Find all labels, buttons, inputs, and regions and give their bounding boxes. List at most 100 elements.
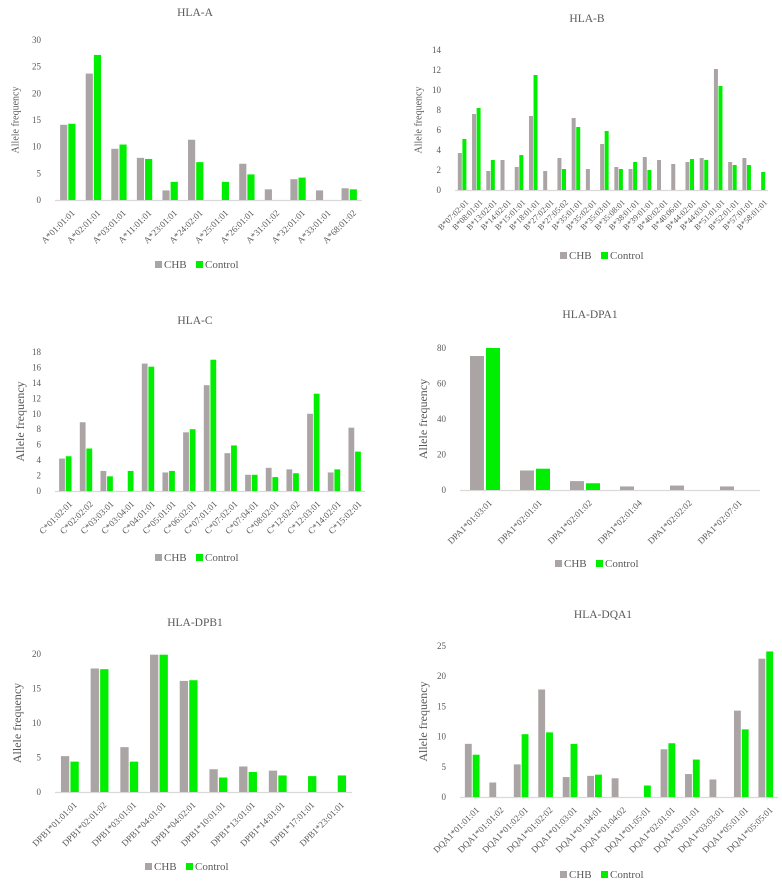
x-tick-label: DPA1*02:02:02: [646, 498, 694, 546]
bar-chb: [268, 770, 278, 792]
y-tick-label: 5: [37, 168, 42, 178]
legend: CHB Control: [560, 250, 644, 262]
bar-chb: [348, 427, 355, 491]
bar-chb: [315, 190, 324, 200]
y-tick-label: 5: [37, 753, 42, 763]
bar-chb: [713, 69, 718, 190]
y-tick-label: 60: [437, 379, 447, 389]
legend-label: Control: [195, 861, 229, 873]
y-tick-label: 10: [32, 142, 42, 152]
bar-chb: [562, 777, 570, 797]
bar-control: [604, 131, 609, 190]
legend-swatch-control: [601, 871, 608, 878]
y-tick-label: 2: [437, 165, 442, 175]
bar-control: [766, 651, 774, 797]
y-tick-label: 16: [32, 362, 42, 372]
bar-control: [519, 155, 524, 190]
legend: CHB Control: [155, 259, 239, 271]
bar-control: [355, 451, 361, 491]
bar-control: [618, 169, 623, 190]
legend: CHB Control: [145, 861, 229, 873]
y-axis-label: Allele frequency: [10, 87, 21, 154]
bar-chb: [239, 766, 248, 792]
y-tick-label: 4: [437, 145, 442, 155]
legend-swatch-control: [196, 261, 203, 268]
x-tick-label: DPA1*02:01:04: [596, 498, 645, 547]
bar-chb: [60, 756, 70, 792]
bar-control: [221, 181, 229, 200]
y-tick-label: 0: [37, 787, 42, 797]
y-tick-label: 2: [37, 471, 42, 481]
legend-swatch-chb: [145, 863, 152, 870]
bar-chb: [671, 164, 676, 190]
bar-control: [70, 761, 79, 792]
bar-control: [586, 483, 600, 490]
y-tick-label: 10: [32, 718, 42, 728]
bar-control: [732, 165, 737, 190]
bar-control: [633, 162, 638, 190]
bar-control: [272, 477, 279, 491]
x-tick-label: DPA1*01:03:01: [446, 498, 494, 546]
bar-chb: [557, 158, 562, 190]
bar-control: [159, 654, 168, 792]
legend-label: CHB: [154, 861, 177, 873]
bar-control: [100, 669, 109, 792]
bar-control: [337, 775, 347, 792]
chart-title: HLA-DPB1: [167, 617, 223, 629]
bar-control: [521, 734, 529, 797]
bar-chb: [464, 743, 472, 797]
bar-chb: [136, 157, 145, 200]
bar-chb: [585, 169, 590, 190]
bar-control: [692, 759, 700, 797]
y-tick-label: 0: [442, 485, 447, 495]
bar-chb: [489, 782, 497, 797]
y-tick-label: 14: [432, 45, 442, 55]
y-tick-label: 18: [32, 347, 42, 357]
bar-chb: [150, 654, 159, 792]
y-tick-label: 30: [32, 35, 42, 45]
x-tick-label: DPA1*02:01:01: [496, 498, 544, 546]
bar-control: [704, 160, 709, 190]
bar-chb: [341, 188, 349, 200]
bar-control: [145, 158, 153, 200]
bar-control: [576, 127, 581, 190]
bar-chb: [670, 485, 684, 490]
bar-chb: [179, 680, 189, 792]
bar-control: [349, 189, 357, 200]
bar-control: [462, 139, 467, 190]
bar-chb: [720, 486, 734, 490]
legend-swatch-chb: [560, 871, 567, 878]
y-axis-label: Allele frequency: [416, 379, 430, 459]
bar-chb: [500, 160, 505, 190]
bar-chb: [290, 179, 298, 200]
legend-label: Control: [610, 250, 644, 262]
y-tick-label: 12: [32, 393, 41, 403]
bar-chb: [209, 769, 218, 792]
y-tick-label: 80: [437, 343, 447, 353]
bar-control: [129, 761, 139, 792]
bar-chb: [514, 167, 519, 190]
bar-chb: [90, 668, 99, 792]
bar-control: [595, 774, 602, 797]
bar-control: [570, 743, 578, 797]
bar-control: [472, 754, 480, 797]
y-tick-label: 20: [32, 649, 42, 659]
chart-title: HLA-B: [569, 13, 604, 25]
chart-hla-dpa1: HLA-DPA1 0 20 40 60 80 Allele frequency DPA1*01…: [416, 309, 760, 570]
bar-chb: [728, 162, 733, 190]
y-tick-label: 25: [437, 641, 447, 651]
bar-chb: [486, 171, 491, 190]
legend-label: CHB: [164, 552, 187, 564]
bar-control: [476, 108, 481, 190]
bar-chb: [758, 658, 766, 797]
bar-control: [65, 456, 72, 491]
bar-control: [690, 159, 695, 190]
legend-label: Control: [205, 552, 239, 564]
y-tick-label: 8: [37, 424, 42, 434]
y-tick-label: 10: [32, 409, 42, 419]
y-axis-label: Allele frequency: [416, 681, 430, 761]
bar-chb: [611, 778, 619, 797]
bar-control: [68, 123, 76, 200]
